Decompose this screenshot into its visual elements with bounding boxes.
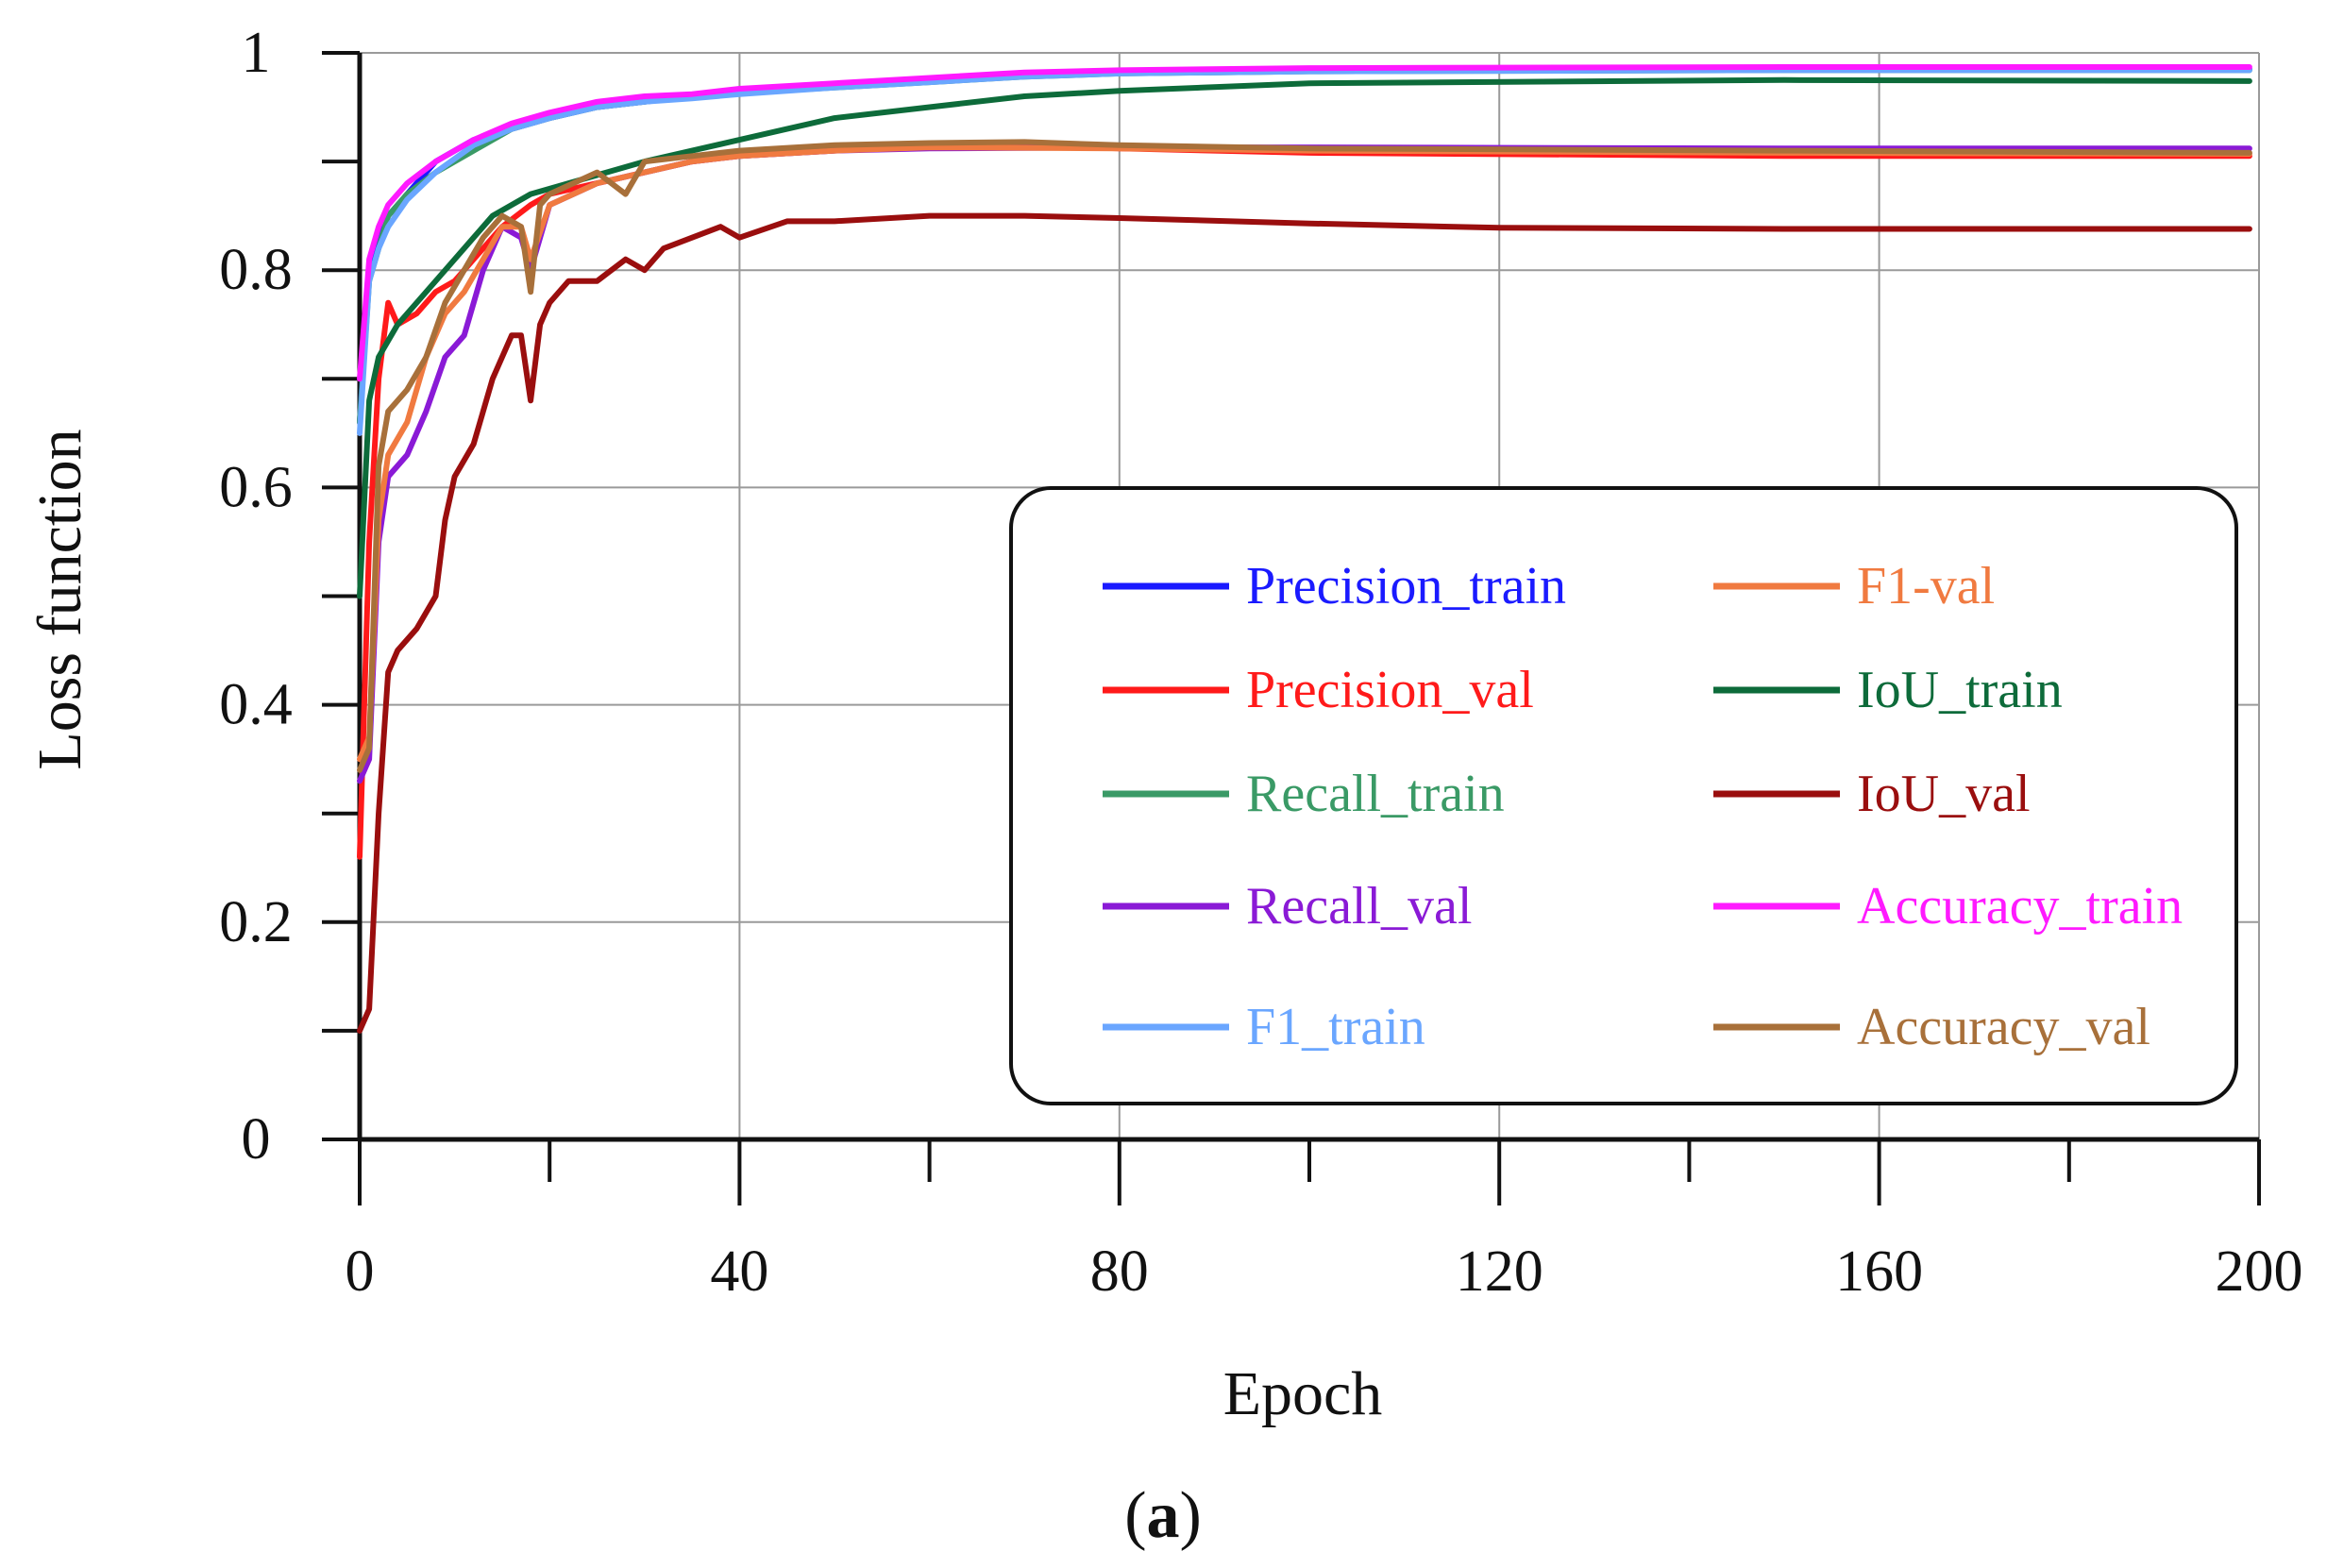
series-line-accuracy-val [357,139,2252,773]
x-tick-label: 120 [1456,1239,1543,1304]
x-tick-label: 200 [2216,1239,2303,1304]
legend-box [1009,486,2238,1105]
y-tick-label: 0.8 [219,238,293,302]
y-tick-label: 0 [242,1107,271,1172]
y-tick-label: 0.2 [219,890,293,954]
series-line-iou-val [357,212,2252,1034]
legend-label-accuracy-val: Accuracy_val [1857,998,2150,1056]
legend-label-recall-val: Recall_val [1246,877,1472,936]
series-line-f1-val [357,144,2252,763]
legend: Precision_train Precision_val Recall_train… [1009,486,2238,1105]
x-tick-label: 80 [1090,1239,1149,1304]
series-line-accuracy-train [357,64,2252,382]
series-line-recall-train [357,67,2252,426]
legend-label-iou-train: IoU_train [1857,661,2063,719]
legend-label-precision-train: Precision_train [1246,557,1566,615]
x-tick-label: 0 [346,1239,375,1304]
legend-label-f1-train: F1_train [1246,998,1425,1056]
legend-label-precision-val: Precision_val [1246,661,1534,719]
axes: 0 0.2 0.4 0.6 0.8 1 0 40 80 120 160 200 [219,21,2302,1304]
legend-label-accuracy-train: Accuracy_train [1857,877,2183,936]
series-line-f1-train [357,67,2252,436]
y-tick-label: 0.6 [219,455,293,519]
x-tick-label: 40 [710,1239,768,1304]
legend-label-recall-train: Recall_train [1246,765,1505,823]
figure-caption: (a) [1124,1479,1202,1552]
series-lines [357,64,2252,1034]
y-axis-label: Loss function [25,429,94,769]
x-tick-label: 160 [1835,1239,1923,1304]
legend-label-f1-val: F1-val [1857,557,1995,615]
x-axis-label: Epoch [1223,1359,1383,1428]
y-tick-label: 1 [242,21,271,85]
y-tick-label: 0.4 [219,673,293,737]
series-line-precision-train [357,66,2252,426]
legend-label-iou-val: IoU_val [1857,765,2031,823]
